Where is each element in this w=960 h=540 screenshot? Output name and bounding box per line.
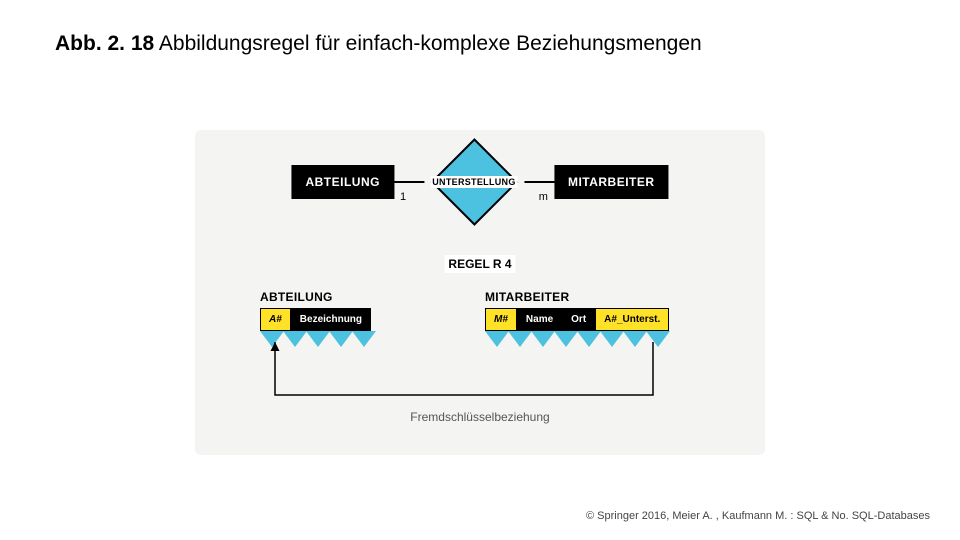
- cardinality-right: m: [539, 191, 548, 203]
- title-prefix: Abb. 2. 18: [55, 32, 154, 55]
- zigzag-tooth: [531, 331, 555, 347]
- rule-label: REGEL R 4: [444, 255, 515, 273]
- zigzag-tooth: [485, 331, 509, 347]
- fk-label: Fremdschlüsselbeziehung: [410, 410, 549, 424]
- zigzag-tooth: [306, 331, 330, 347]
- er-diagram: ABTEILUNG 1 UNTERSTELLUNG m MITARBEITER: [291, 154, 668, 210]
- table-columns-left: A#Bezeichnung: [260, 308, 375, 331]
- figure-title: Abb. 2. 18 Abbildungsregel für einfach-k…: [55, 32, 702, 56]
- column-cell: Ort: [562, 308, 595, 331]
- zigzag-tooth: [623, 331, 647, 347]
- zigzag-tooth: [646, 331, 670, 347]
- zigzag-tooth: [554, 331, 578, 347]
- copyright: © Springer 2016, Meier A. , Kaufmann M. …: [586, 510, 930, 522]
- zigzag-tooth: [329, 331, 353, 347]
- zigzag-tooth: [283, 331, 307, 347]
- column-cell: Name: [517, 308, 562, 331]
- column-cell: A#_Unterst.: [595, 308, 669, 331]
- table-mitarbeiter: MITARBEITER M#NameOrtA#_Unterst.: [485, 290, 669, 347]
- zigzag-tooth: [600, 331, 624, 347]
- table-body-right: [485, 331, 669, 347]
- zigzag-tooth: [508, 331, 532, 347]
- er-edge-left: 1: [394, 181, 424, 183]
- zigzag-tooth: [352, 331, 376, 347]
- cardinality-left: 1: [400, 191, 406, 203]
- zigzag-tooth: [260, 331, 284, 347]
- er-edge-right: m: [524, 181, 554, 183]
- column-cell: M#: [485, 308, 517, 331]
- table-abteilung: ABTEILUNG A#Bezeichnung: [260, 290, 375, 347]
- table-title-right: MITARBEITER: [485, 290, 669, 304]
- relationship: UNTERSTELLUNG: [424, 154, 524, 210]
- title-rest: Abbildungsregel für einfach-komplexe Bez…: [154, 32, 702, 55]
- figure-panel: ABTEILUNG 1 UNTERSTELLUNG m MITARBEITER …: [195, 130, 765, 455]
- table-title-left: ABTEILUNG: [260, 290, 375, 304]
- zigzag-tooth: [577, 331, 601, 347]
- entity-left: ABTEILUNG: [291, 165, 394, 199]
- column-cell: A#: [260, 308, 291, 331]
- table-body-left: [260, 331, 375, 347]
- entity-right: MITARBEITER: [554, 165, 669, 199]
- table-columns-right: M#NameOrtA#_Unterst.: [485, 308, 669, 331]
- relationship-label: UNTERSTELLUNG: [430, 176, 517, 188]
- column-cell: Bezeichnung: [291, 308, 371, 331]
